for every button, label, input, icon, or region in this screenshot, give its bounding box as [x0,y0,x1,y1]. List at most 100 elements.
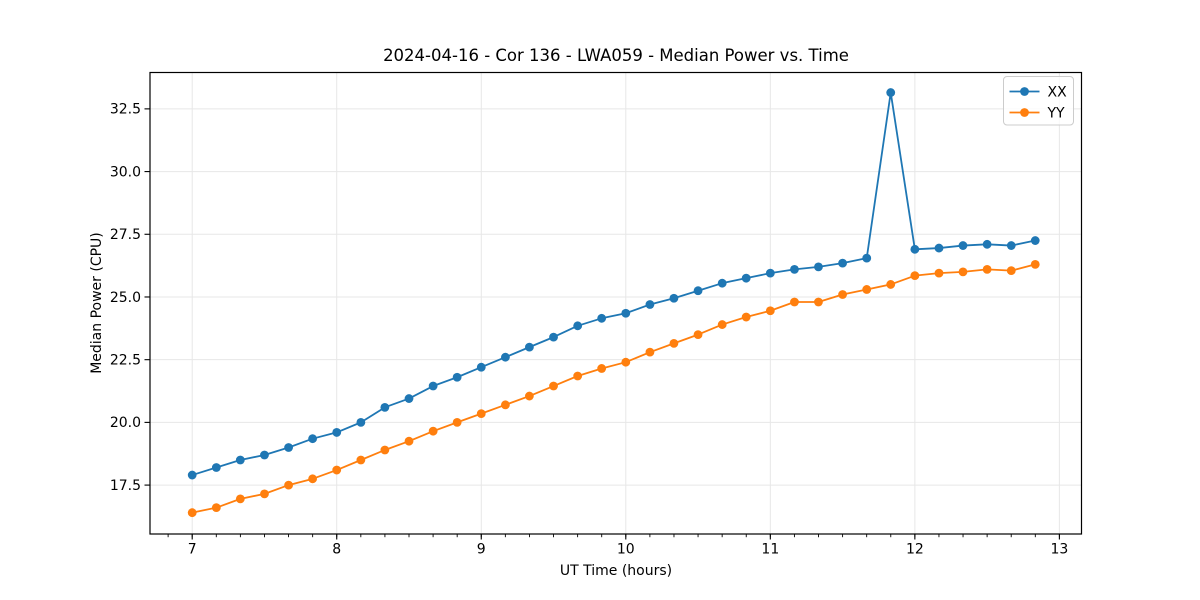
x-tick-label: 12 [906,542,924,558]
data-point-yy [838,290,847,299]
data-point-yy [910,271,920,281]
data-point-xx [765,268,775,278]
data-point-xx [621,308,631,318]
legend-item-yy: YY [1009,106,1066,122]
data-point-xx [741,273,751,283]
data-point-xx [524,342,534,352]
legend-label-xx: XX [1048,85,1068,101]
legend-item-xx: XX [1009,85,1068,101]
data-point-xx [235,455,245,465]
data-point-xx [838,258,847,268]
data-point-xx [669,293,679,303]
x-tick-label: 10 [617,542,635,558]
data-point-xx [958,241,968,250]
data-point-yy [380,445,390,455]
y-tick-label: 30.0 [110,164,141,180]
y-tick-label: 32.5 [110,102,141,118]
data-point-yy [1006,266,1016,276]
data-point-yy [573,371,583,381]
data-point-yy [356,455,366,465]
y-tick-label: 27.5 [110,227,141,243]
data-point-xx [886,88,896,97]
data-point-xx [814,262,823,272]
data-point-yy [308,474,317,484]
axes-spines [149,71,1083,535]
series-xx-line [191,91,1037,476]
data-point-xx [1006,241,1016,250]
x-tick-label: 13 [1050,542,1068,558]
y-tick-label: 25.0 [110,290,141,306]
series-yy-line [191,263,1037,514]
data-point-yy [332,465,342,475]
plot-area: 7 8 9 10 11 12 13 17.5 20.0 22.5 25.0 27.5 30.0 32.5 [110,71,1083,558]
data-point-yy [669,338,679,348]
data-point-yy [260,489,269,499]
data-point-xx [428,381,438,391]
series-xx [187,88,1040,480]
data-point-yy [597,364,607,373]
data-point-xx [910,244,920,254]
data-point-yy [790,297,799,307]
data-point-xx [501,352,510,362]
data-point-xx [862,253,872,263]
data-point-xx [284,443,293,452]
data-point-yy [1030,259,1040,269]
data-point-xx [356,417,366,427]
data-point-yy [452,417,462,427]
legend-marker-xx [1020,87,1029,96]
data-point-yy [501,400,510,410]
data-point-xx [476,362,486,372]
data-point-yy [524,391,534,401]
legend: XX YY [1003,76,1074,126]
data-point-yy [862,285,872,294]
x-axis-label: UT Time (hours) [560,563,672,579]
data-point-xx [693,286,703,296]
grid [150,72,1082,534]
x-tick-label: 7 [188,542,197,558]
data-point-yy [187,508,197,518]
data-point-xx [211,463,221,472]
data-point-xx [549,332,558,342]
data-point-yy [428,426,438,436]
data-point-xx [404,394,414,403]
y-axis-label: Median Power (CPU) [89,232,105,374]
data-point-yy [621,357,631,367]
data-point-xx [597,313,607,323]
y-tick-label: 20.0 [110,415,141,431]
legend-label-yy: YY [1047,106,1066,122]
chart-title: 2024-04-16 - Cor 136 - LWA059 - Median P… [383,46,849,65]
data-point-xx [332,428,342,437]
data-point-yy [211,503,221,513]
data-point-xx [717,278,727,288]
series-yy [187,259,1040,518]
data-point-xx [573,321,583,331]
data-point-yy [549,381,558,391]
data-point-xx [1030,236,1040,245]
data-point-yy [982,264,992,274]
data-point-yy [958,267,968,277]
x-tick-label: 11 [761,542,779,558]
data-point-xx [982,239,992,249]
legend-marker-yy [1020,108,1029,117]
data-point-xx [934,243,944,253]
data-point-yy [645,347,655,357]
data-point-yy [814,297,823,307]
data-point-xx [260,450,269,460]
y-tick-label: 22.5 [110,352,141,368]
data-point-xx [645,300,655,309]
data-point-xx [790,264,799,274]
data-point-yy [741,312,751,322]
data-point-xx [380,402,390,412]
data-point-xx [187,470,197,480]
data-point-xx [308,434,317,444]
data-point-yy [765,306,775,316]
data-point-yy [404,436,414,446]
data-point-yy [717,320,727,329]
data-point-yy [886,280,896,289]
x-tick-label: 8 [332,542,341,558]
data-point-yy [934,268,944,278]
data-point-yy [235,494,245,504]
y-tick-label: 17.5 [110,478,141,494]
